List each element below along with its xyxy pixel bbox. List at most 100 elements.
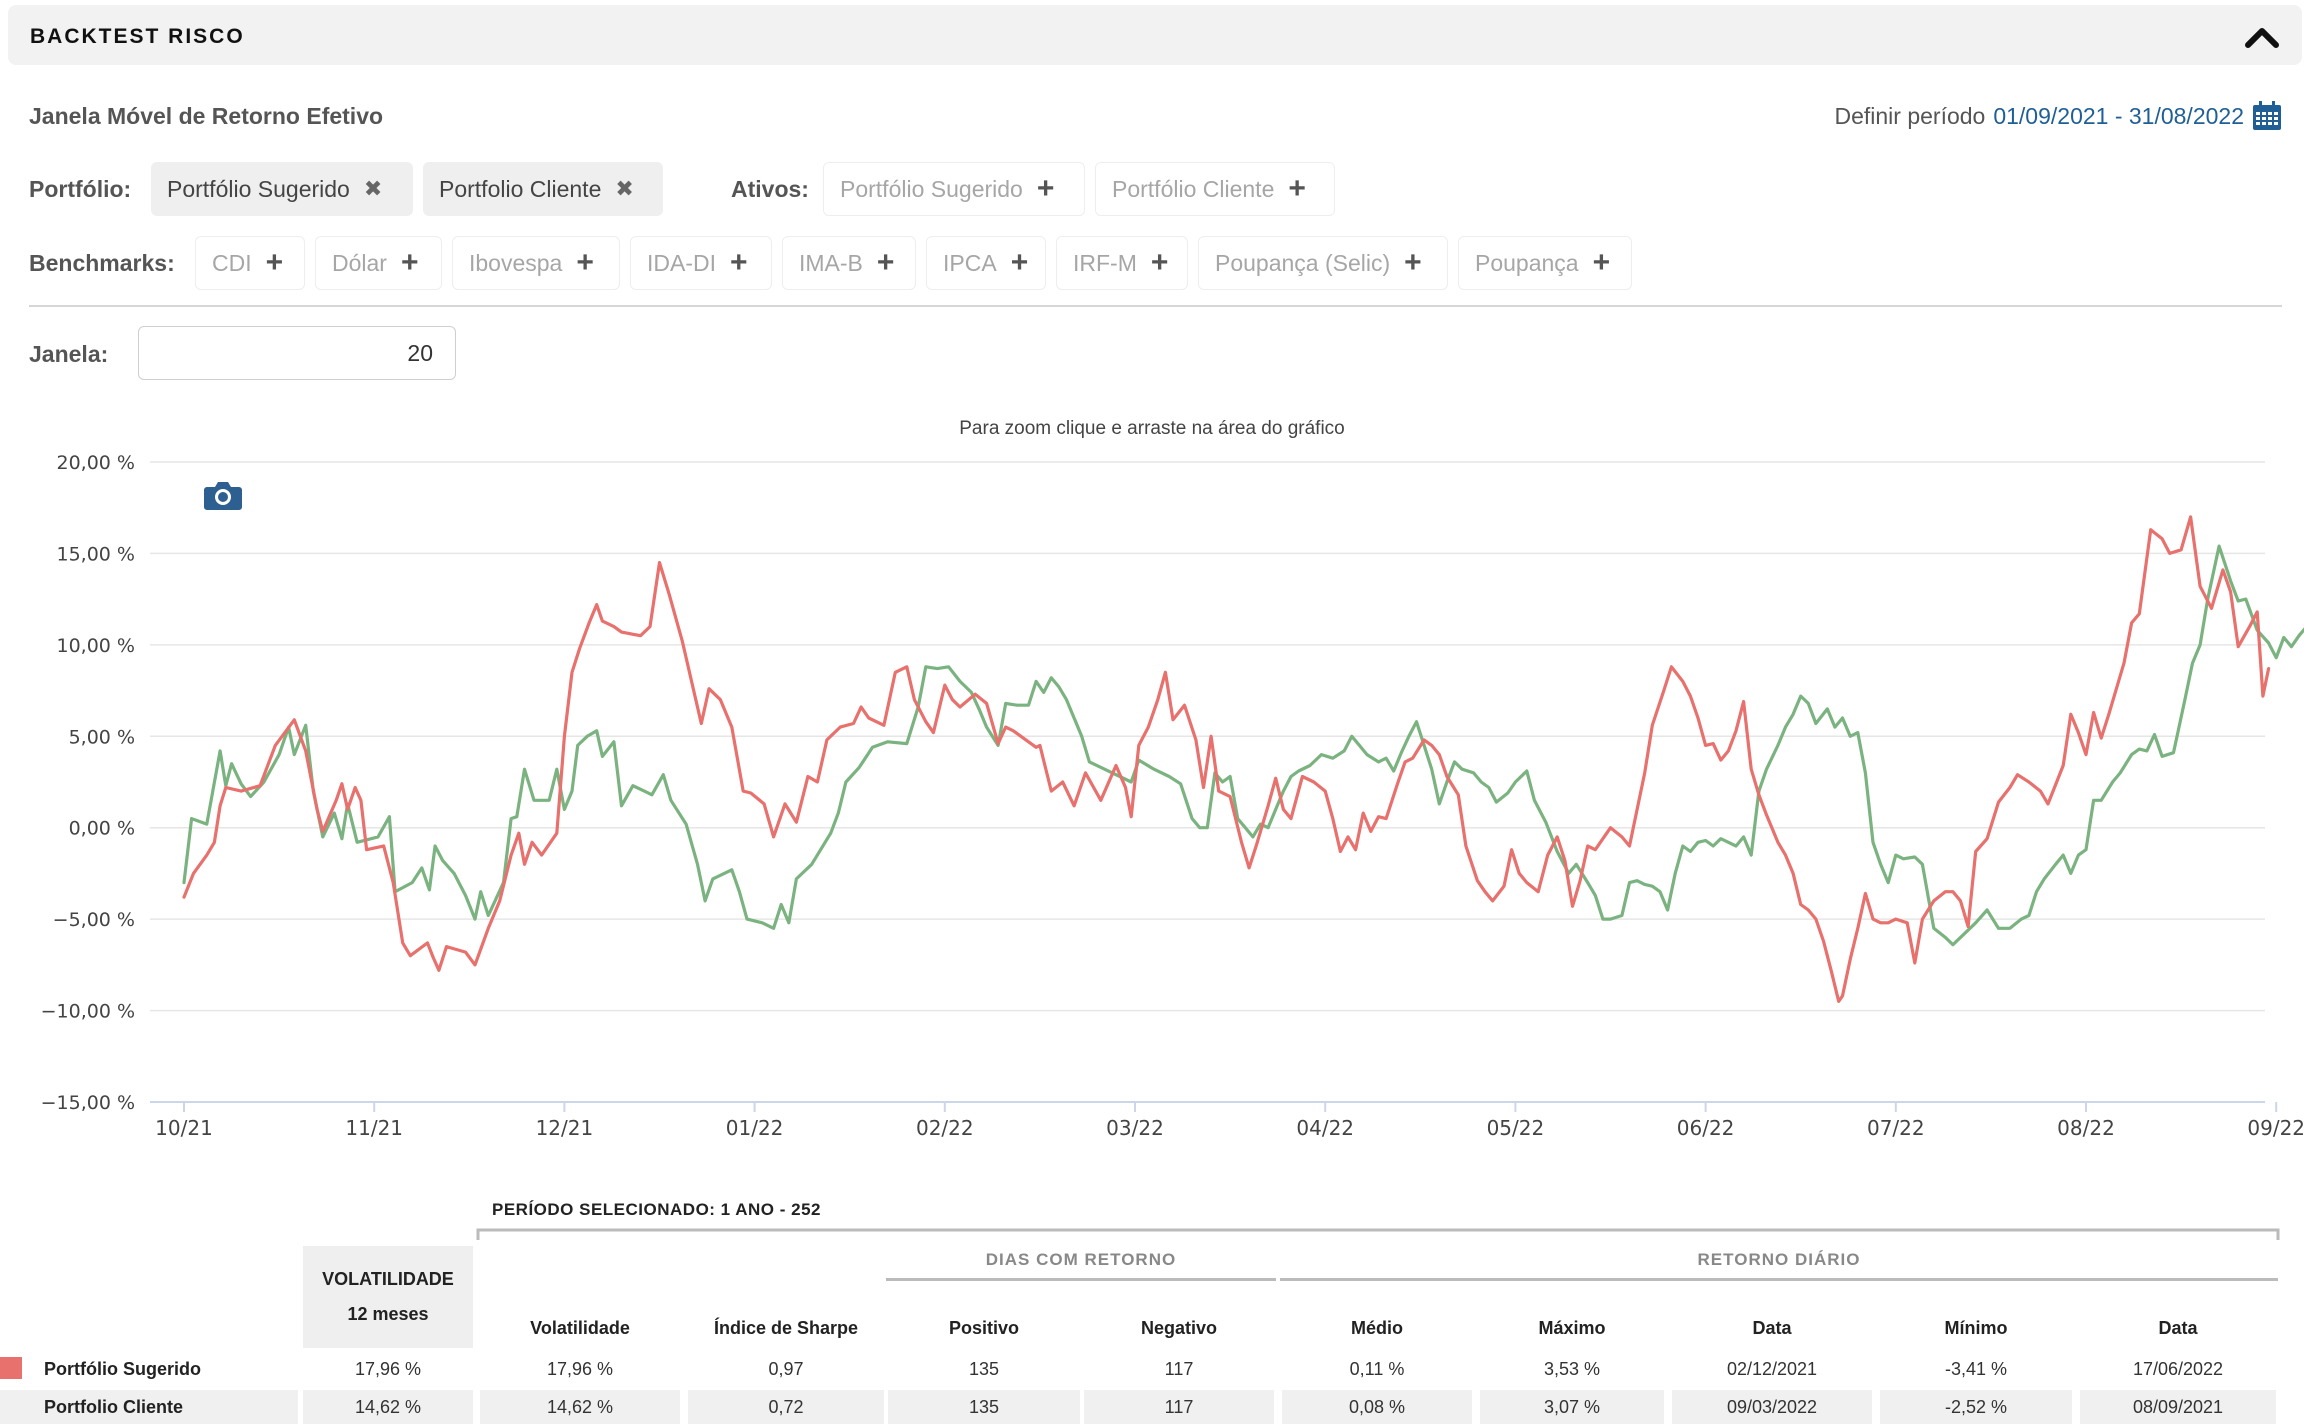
plus-icon[interactable]: + [730,246,748,279]
table-cell: -3,41 % [1944,1358,2008,1379]
chevron-up-icon[interactable] [2244,21,2280,51]
chip-label: Portfólio Cliente [1112,175,1275,202]
plus-icon[interactable]: + [1036,172,1055,205]
chip-ativo-portfolio-cliente[interactable]: Portfólio Cliente + [1095,162,1335,216]
column-header: Índice de Sharpe [713,1317,859,1338]
plus-icon[interactable]: + [1010,246,1029,279]
series-line-portfolio-cliente [182,544,2304,947]
vol12-line2: 12 meses [347,1304,429,1324]
chip-label: IPCA [943,249,997,276]
table-cell: 17,96 % [354,1358,422,1379]
chip-label: CDI [212,249,252,276]
chip-label: Dólar [332,249,387,276]
benchmarks-label: Benchmarks: [29,250,175,276]
line-chart[interactable]: 20,00 % 15,00 % 10,00 % 5,00 % 0,00 % −5,00 %… [0,440,2304,1140]
ativos-label: Ativos: [731,176,809,202]
column-header: Data [1752,1317,1792,1338]
table-cell: 0,11 % [1349,1358,1405,1379]
group-underline [1280,1278,2278,1281]
camera-icon[interactable] [203,478,243,512]
chip-portfolio-sugerido[interactable]: Portfólio Sugerido ✖ [151,162,413,216]
chip-portfolio-cliente[interactable]: Portfolio Cliente ✖ [423,162,663,216]
table-cell: 117 [1084,1390,1274,1424]
plus-icon[interactable]: + [265,246,284,279]
panel-header: BACKTEST RISCO [8,5,2302,65]
plus-icon[interactable]: + [576,246,594,279]
x-tick-label: 06/22 [1677,1116,1735,1140]
chip-benchmark-ida-di[interactable]: IDA-DI + [630,236,772,290]
x-tick-label: 02/22 [916,1116,974,1140]
period-range[interactable]: 01/09/2021 - 31/08/2022 [1993,102,2244,129]
plus-icon[interactable]: + [400,246,419,279]
chip-ativo-portfolio-sugerido[interactable]: Portfólio Sugerido + [823,162,1085,216]
column-header: Mínimo [1944,1317,2008,1338]
y-tick-label: −15,00 % [41,1092,135,1114]
column-header: Médio [1351,1317,1403,1338]
x-tick-label: 07/22 [1867,1116,1925,1140]
period-label: Definir período [1834,102,1986,129]
chip-benchmark-ibovespa[interactable]: Ibovespa + [452,236,620,290]
chip-benchmark-dolar[interactable]: Dólar + [315,236,442,290]
group-dias-com-retorno: DIAS COM RETORNO [985,1250,1177,1269]
janela-label: Janela: [29,341,109,367]
y-tick-label: −5,00 % [53,909,135,931]
plus-icon[interactable]: + [876,246,895,279]
janela-input[interactable]: 20 [138,326,456,380]
chip-benchmark-irf-m[interactable]: IRF-M + [1056,236,1188,290]
row-name: Portfólio Sugerido [44,1358,201,1379]
plus-icon[interactable]: + [1404,246,1422,279]
chip-label: Portfolio Cliente [439,175,602,202]
y-tick-label: 0,00 % [69,818,135,840]
calendar-icon[interactable] [2252,101,2282,131]
chip-label: IDA-DI [647,249,716,276]
table-cell: 3,53 % [1543,1358,1601,1379]
x-tick-label: 09/22 [2247,1116,2304,1140]
column-header: Máximo [1538,1317,1606,1338]
vol12-header: VOLATILIDADE 12 meses [303,1246,473,1348]
y-tick-label: 10,00 % [57,635,136,657]
group-retorno-diario: RETORNO DIÁRIO [1697,1250,1861,1269]
table-cell: 09/03/2022 [1672,1390,1872,1424]
period-bracket [476,1228,2280,1240]
panel-title: BACKTEST RISCO [30,25,245,48]
portfolio-label: Portfólio: [29,176,132,202]
y-tick-label: 15,00 % [57,543,136,565]
table-cell: 02/12/2021 [1726,1358,1818,1379]
x-tick-label: 05/22 [1487,1116,1545,1140]
plus-icon[interactable]: + [1288,172,1306,205]
x-tick-label: 01/22 [726,1116,784,1140]
y-tick-label: 20,00 % [57,452,136,474]
x-tick-label: 10/21 [155,1116,213,1140]
chip-label: IMA-B [799,249,863,276]
divider [29,305,2282,307]
x-tick-label: 12/21 [536,1116,594,1140]
chip-benchmark-poupanca-selic[interactable]: Poupança (Selic) + [1198,236,1448,290]
chip-benchmark-cdi[interactable]: CDI + [195,236,305,290]
stats-table: PERÍODO SELECIONADO: 1 ANO - 252 VOLATIL… [0,1190,2304,1426]
column-header: Positivo [948,1317,1019,1338]
chip-benchmark-poupanca[interactable]: Poupança + [1458,236,1632,290]
x-tick-label: 11/21 [345,1116,403,1140]
period-selected-label: PERÍODO SELECIONADO: 1 ANO - 252 [492,1200,821,1219]
table-cell: 117 [1164,1358,1194,1379]
y-tick-label: 5,00 % [69,726,135,748]
close-icon[interactable]: ✖ [363,176,383,201]
plus-icon[interactable]: + [1592,246,1611,279]
table-cell: 135 [888,1390,1080,1424]
chip-label: Portfólio Sugerido [167,175,350,202]
table-cell: 14,62 % [480,1390,680,1424]
table-cell: 0,97 [768,1358,804,1379]
plus-icon[interactable]: + [1150,246,1169,279]
close-icon[interactable]: ✖ [615,176,634,201]
section-subtitle: Janela Móvel de Retorno Efetivo [29,103,384,129]
table-cell: -2,52 % [1880,1390,2072,1424]
x-tick-label: 04/22 [1296,1116,1354,1140]
chip-benchmark-ima-b[interactable]: IMA-B + [782,236,916,290]
table-cell: 0,72 [688,1390,884,1424]
table-cell: 14,62 % [303,1390,473,1424]
chip-label: Poupança [1475,249,1579,276]
legend-swatch [0,1357,22,1379]
chip-label: IRF-M [1073,249,1137,276]
chip-benchmark-ipca[interactable]: IPCA + [926,236,1046,290]
period-selector[interactable]: Definir período 01/09/2021 - 31/08/2022 [1834,101,2282,131]
